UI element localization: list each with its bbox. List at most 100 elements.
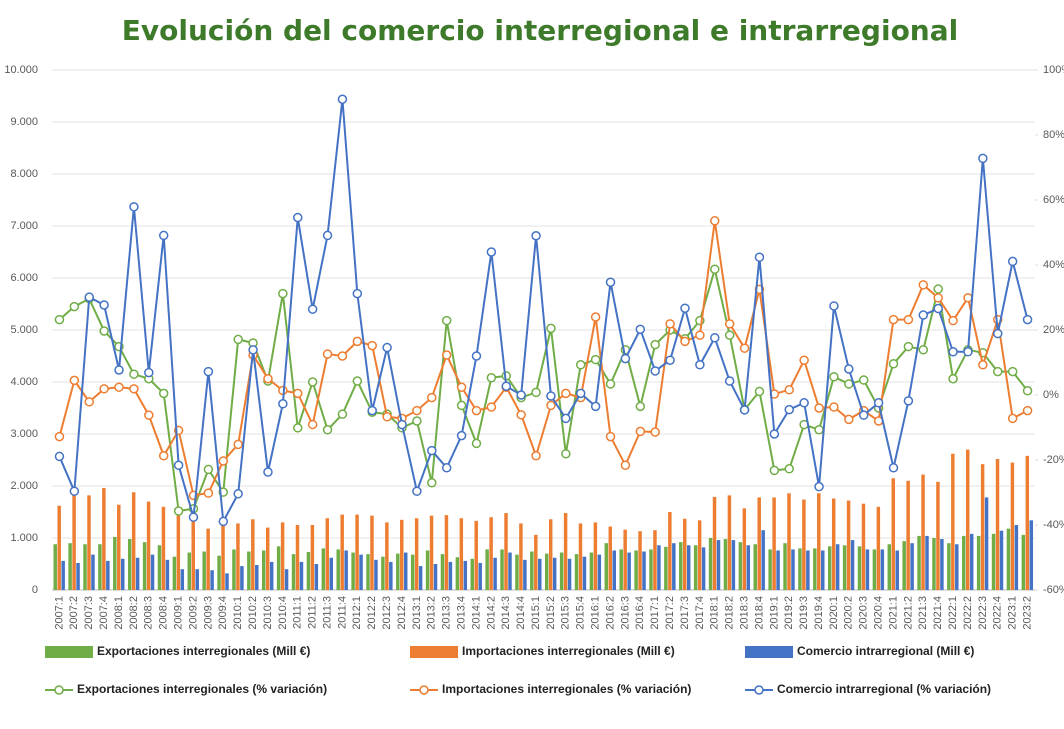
- line-marker: [546, 400, 556, 411]
- bar: [366, 554, 370, 590]
- line-marker: [471, 351, 482, 361]
- bar: [448, 561, 453, 590]
- line-marker: [680, 303, 690, 313]
- line-marker: [620, 353, 631, 364]
- x-tick-label: 2020:4: [873, 596, 885, 630]
- line-marker: [99, 300, 109, 310]
- bar: [176, 514, 181, 590]
- line-marker: [69, 486, 80, 496]
- line-marker: [978, 360, 988, 370]
- bar: [530, 551, 534, 590]
- line-marker: [710, 264, 720, 274]
- line-marker: [218, 516, 229, 527]
- line-marker: [739, 343, 750, 353]
- bar: [135, 557, 140, 590]
- line-marker: [114, 382, 124, 392]
- line-marker: [844, 379, 854, 389]
- x-tick-label: 2008:2: [128, 596, 140, 630]
- line-marker: [605, 277, 616, 287]
- line-marker: [203, 366, 214, 377]
- line-marker: [933, 284, 943, 294]
- line-marker: [784, 385, 794, 395]
- x-tick-label: 2019:2: [783, 596, 795, 630]
- bar: [887, 544, 892, 590]
- bar: [321, 548, 326, 590]
- bar: [932, 538, 936, 590]
- line-marker: [278, 288, 288, 299]
- line-marker: [561, 388, 571, 399]
- line-marker: [724, 330, 735, 340]
- bar: [757, 497, 761, 590]
- y2-tick-label: -20%: [1043, 454, 1064, 466]
- x-tick-label: 2007:1: [53, 596, 65, 630]
- line-marker: [948, 315, 958, 326]
- x-tick-label: 2011:4: [336, 596, 348, 629]
- bar: [418, 566, 423, 590]
- bar: [686, 545, 691, 590]
- bar: [87, 495, 91, 590]
- bar: [835, 544, 840, 590]
- bar: [117, 504, 121, 590]
- bar: [262, 550, 266, 590]
- bar: [385, 522, 389, 590]
- line-marker: [784, 404, 794, 415]
- bar: [202, 551, 206, 590]
- line-marker: [799, 398, 809, 408]
- line-marker: [307, 304, 318, 314]
- line-marker: [456, 400, 467, 411]
- line-marker: [978, 153, 988, 164]
- x-tick-label: 2019:4: [813, 596, 825, 630]
- line-marker: [158, 230, 169, 241]
- bar: [638, 531, 642, 590]
- bar: [861, 503, 866, 590]
- line-marker: [605, 431, 616, 442]
- bar: [708, 538, 713, 590]
- x-tick-label: 2009:3: [202, 596, 214, 630]
- line-marker: [203, 464, 214, 475]
- bar: [247, 551, 251, 590]
- line-marker: [665, 355, 675, 365]
- bar: [284, 569, 289, 590]
- line-marker: [307, 377, 318, 387]
- line-marker: [382, 342, 392, 353]
- bar: [697, 520, 702, 590]
- bar: [731, 540, 736, 590]
- line-marker: [129, 384, 139, 394]
- y-tick-label: 10.000: [4, 64, 38, 76]
- line-marker: [680, 336, 690, 347]
- legend-label: Comercio intrarregional (Mill €): [797, 644, 974, 658]
- bar: [906, 480, 910, 590]
- bar: [150, 554, 155, 590]
- x-tick-label: 2015:4: [575, 596, 587, 630]
- line-marker: [203, 488, 214, 498]
- bar: [865, 549, 870, 590]
- line-marker: [144, 367, 154, 378]
- legend-marker: [54, 685, 64, 695]
- y-tick-label: 8.000: [10, 168, 38, 180]
- bar: [265, 527, 270, 590]
- bar: [817, 493, 821, 590]
- bar: [474, 520, 478, 590]
- line-marker: [844, 364, 854, 374]
- line-marker: [873, 398, 884, 408]
- x-tick-label: 2009:4: [217, 596, 229, 630]
- y-tick-label: 9.000: [10, 116, 38, 128]
- bar: [146, 501, 151, 590]
- bar: [68, 543, 72, 590]
- bar: [225, 573, 229, 590]
- bar: [608, 526, 613, 590]
- x-tick-label: 2007:2: [68, 596, 80, 630]
- line-marker: [99, 384, 109, 394]
- line-marker: [784, 464, 794, 474]
- bar: [783, 543, 787, 590]
- bar: [857, 546, 862, 590]
- bar: [999, 530, 1004, 590]
- bar: [121, 558, 125, 590]
- bar: [276, 546, 281, 590]
- bar: [500, 549, 504, 590]
- bar: [76, 562, 80, 590]
- line-marker: [456, 382, 467, 392]
- legend-label: Exportaciones interregionales (% variaci…: [77, 682, 327, 696]
- line-marker: [858, 375, 869, 385]
- line-marker: [844, 414, 854, 425]
